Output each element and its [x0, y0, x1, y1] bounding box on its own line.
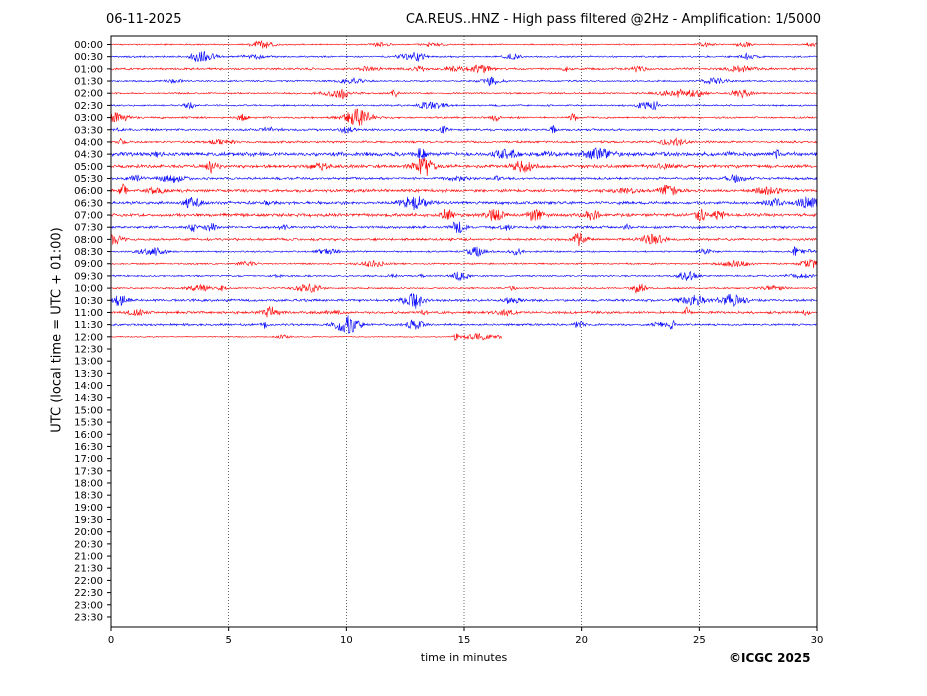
copyright-label: ©ICGC 2025	[729, 651, 811, 665]
trace-0800	[110, 232, 817, 247]
trace-0830	[110, 245, 817, 257]
y-tick-label: 09:00	[74, 259, 103, 270]
y-tick-label: 09:30	[74, 271, 103, 282]
x-tick-label: 10	[340, 635, 353, 646]
y-tick-label: 14:00	[74, 381, 103, 392]
y-tick-label: 23:30	[74, 612, 103, 623]
trace-0600	[110, 183, 817, 196]
y-tick-label: 19:30	[74, 515, 103, 526]
y-tick-label: 12:30	[74, 345, 103, 356]
trace-0230	[110, 100, 817, 111]
x-tick-label: 30	[811, 635, 824, 646]
x-tick-label: 0	[108, 635, 114, 646]
y-tick-label: 00:00	[74, 40, 103, 51]
y-tick-label: 05:30	[74, 174, 103, 185]
trace-0330	[110, 125, 817, 134]
y-tick-label: 22:30	[74, 588, 103, 599]
trace-0430	[110, 147, 817, 160]
trace-0530	[110, 174, 817, 183]
trace-1130	[110, 315, 817, 334]
y-tick-label: 15:30	[74, 418, 103, 429]
trace-0900	[110, 259, 817, 269]
y-tick-label: 08:00	[74, 235, 103, 246]
trace-0930	[110, 271, 817, 282]
grid-lines	[228, 36, 700, 627]
date-label: 06-11-2025	[106, 12, 182, 27]
trace-0730	[110, 221, 817, 234]
y-tick-label: 01:00	[74, 64, 103, 75]
y-tick-label: 23:00	[74, 600, 103, 611]
y-tick-label: 20:00	[74, 527, 103, 538]
trace-0500	[110, 157, 817, 176]
y-tick-label: 00:30	[74, 52, 103, 63]
plot-frame	[110, 35, 818, 628]
y-tick-label: 10:30	[74, 296, 103, 307]
y-tick-label: 04:30	[74, 150, 103, 161]
trace-1200	[110, 333, 502, 342]
trace-1000	[110, 283, 817, 294]
y-tick-label: 16:00	[74, 430, 103, 441]
y-tick-label: 17:30	[74, 466, 103, 477]
y-tick-label: 18:30	[74, 491, 103, 502]
trace-0300	[110, 108, 817, 126]
y-tick-label: 07:00	[74, 211, 103, 222]
y-tick-label: 06:30	[74, 198, 103, 209]
y-tick-label: 03:00	[74, 113, 103, 124]
y-tick-label: 14:30	[74, 393, 103, 404]
y-tick-label: 11:00	[74, 308, 103, 319]
x-tick-label: 15	[458, 635, 471, 646]
y-tick-label: 13:30	[74, 369, 103, 380]
y-tick-label: 07:30	[74, 223, 103, 234]
y-tick-label: 17:00	[74, 454, 103, 465]
x-tick-label: 25	[693, 635, 706, 646]
trace-0030	[110, 50, 817, 63]
trace-1100	[110, 305, 817, 318]
y-tick-label: 15:00	[74, 405, 103, 416]
y-tick-label: 22:00	[74, 576, 103, 587]
y-tick-label: 10:00	[74, 284, 103, 295]
y-tick-label: 12:00	[74, 332, 103, 343]
seismic-traces	[110, 39, 817, 342]
y-tick-label: 08:30	[74, 247, 103, 258]
y-tick-label: 21:00	[74, 552, 103, 563]
y-tick-label: 02:30	[74, 101, 103, 112]
trace-0700	[110, 208, 817, 222]
x-tick-label: 5	[225, 635, 231, 646]
y-tick-label: 13:00	[74, 357, 103, 368]
y-tick-label: 16:30	[74, 442, 103, 453]
y-tick-label: 04:00	[74, 137, 103, 148]
trace-0130	[110, 76, 817, 87]
y-tick-label: 03:30	[74, 125, 103, 136]
y-tick-label: 01:30	[74, 77, 103, 88]
trace-0100	[110, 64, 817, 74]
y-tick-label: 11:30	[74, 320, 103, 331]
trace-0000	[110, 39, 817, 49]
y-tick-label: 19:00	[74, 503, 103, 514]
trace-0630	[110, 196, 817, 210]
trace-0400	[110, 137, 817, 147]
trace-0200	[110, 88, 817, 100]
y-tick-label: 05:00	[74, 162, 103, 173]
y-tick-label: 21:30	[74, 564, 103, 575]
x-tick-label: 20	[575, 635, 588, 646]
chart-title: CA.REUS..HNZ - High pass filtered @2Hz -…	[405, 12, 821, 27]
y-tick-label: 02:00	[74, 89, 103, 100]
y-tick-label: 20:30	[74, 539, 103, 550]
y-tick-label: 06:00	[74, 186, 103, 197]
trace-1030	[110, 293, 817, 309]
x-axis-label: time in minutes	[420, 651, 508, 664]
y-tick-label: 18:00	[74, 478, 103, 489]
y-axis-label: UTC (local time = UTC + 01:00)	[49, 227, 65, 433]
